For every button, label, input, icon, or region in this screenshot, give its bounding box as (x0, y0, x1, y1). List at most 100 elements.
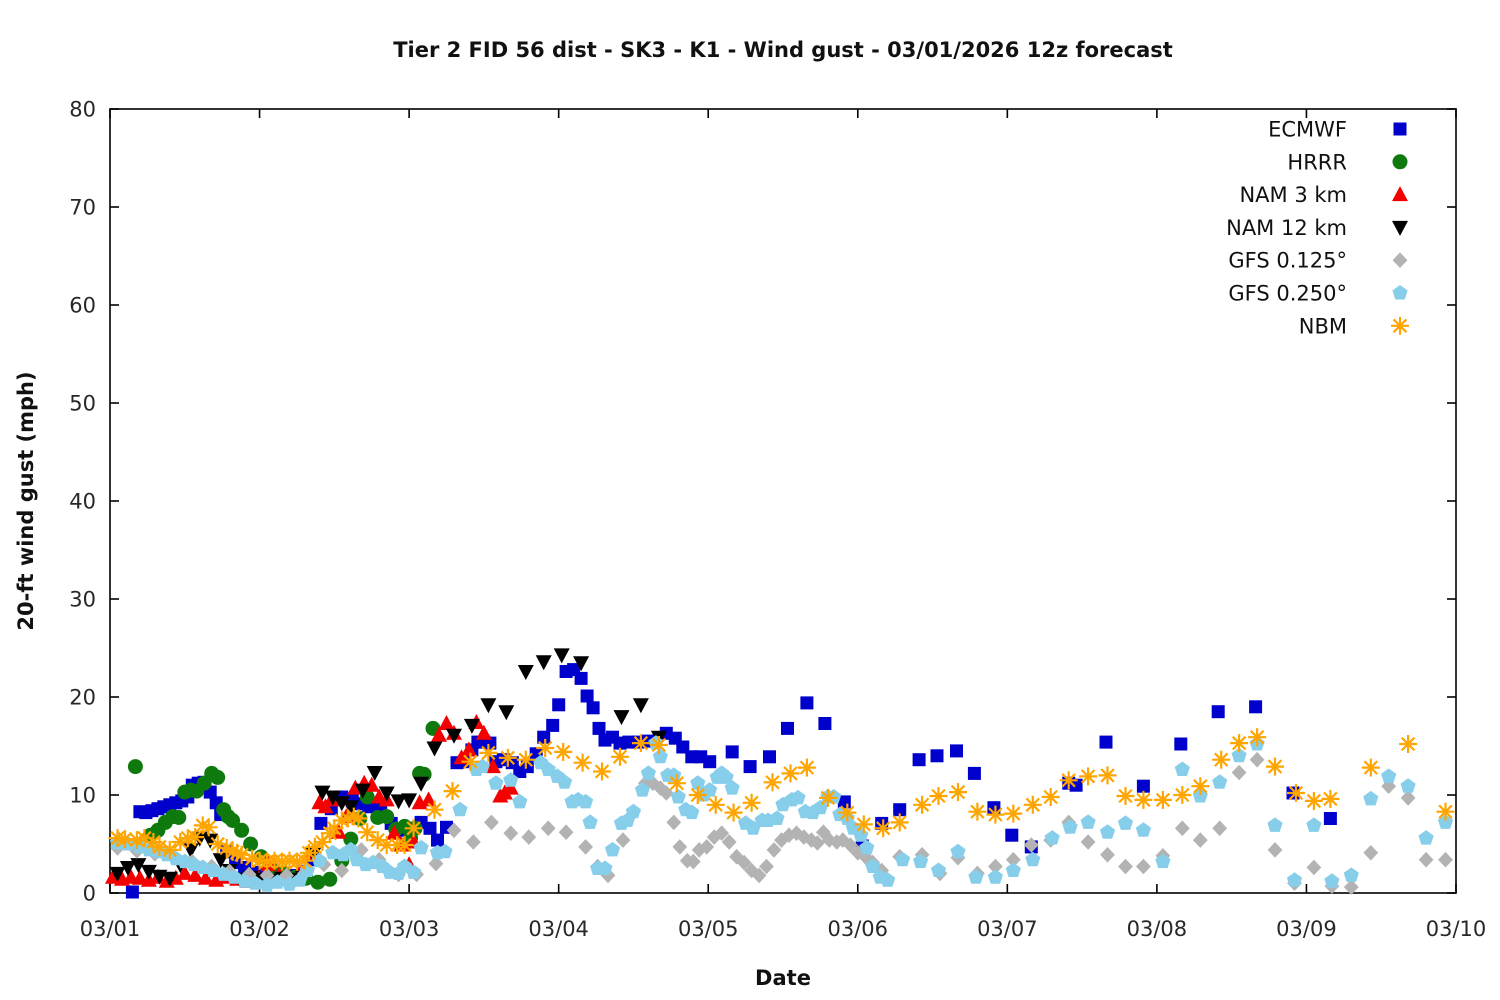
data-point-gfs-0-125 (751, 867, 767, 884)
data-point-gfs-0-250 (1363, 790, 1379, 806)
data-point-nbm (1212, 750, 1231, 769)
data-point-nam-12-km (390, 794, 407, 810)
data-point-nbm (395, 836, 414, 854)
data-point-ecmwf (125, 885, 139, 899)
data-point-ecmwf (574, 671, 588, 685)
legend-marker-circle-icon (1392, 154, 1408, 170)
data-point-nbm (1153, 790, 1172, 809)
data-point-nam-12-km (446, 728, 462, 744)
data-point-gfs-0-125 (835, 832, 851, 848)
data-point-ecmwf (546, 718, 560, 732)
data-point-hrrr (343, 831, 359, 847)
data-point-nbm (1134, 790, 1153, 809)
data-point-hrrr (322, 871, 338, 887)
data-point-gfs-0-125 (1174, 820, 1190, 837)
data-point-nam-12-km (517, 665, 534, 680)
data-point-gfs-0-125 (796, 829, 812, 845)
y-tick-label: 20 (69, 686, 96, 710)
data-point-gfs-0-125 (736, 854, 752, 871)
legend-label: GFS 0.125° (1228, 249, 1347, 273)
data-point-ecmwf (912, 753, 926, 767)
data-point-gfs-0-125 (1100, 847, 1115, 863)
data-point-gfs-0-250 (880, 872, 896, 887)
data-point-gfs-0-250 (1381, 768, 1397, 783)
data-point-gfs-0-125 (1249, 751, 1265, 768)
data-point-nbm (186, 828, 205, 847)
data-point-gfs-0-250 (634, 782, 650, 797)
legend-marker-triangle-down-icon (1392, 220, 1408, 236)
data-point-gfs-0-250 (557, 774, 573, 789)
data-point-gfs-0-250 (913, 853, 929, 869)
data-point-gfs-0-125 (1212, 820, 1228, 837)
data-point-nam-12-km (553, 648, 570, 664)
data-point-nam-12-km (161, 871, 178, 887)
data-point-nbm (171, 833, 190, 851)
data-point-gfs-0-125 (789, 825, 804, 841)
data-point-gfs-0-250 (1044, 830, 1060, 845)
data-point-nbm (1004, 804, 1023, 823)
data-point-nam-12-km (413, 776, 430, 792)
data-point-ecmwf (1136, 779, 1150, 793)
data-point-gfs-0-125 (672, 839, 688, 855)
data-point-nbm (516, 750, 535, 769)
data-point-gfs-0-250 (987, 869, 1003, 884)
data-point-gfs-0-250 (269, 874, 286, 889)
legend-label: NBM (1299, 314, 1347, 338)
data-point-gfs-0-125 (842, 837, 858, 853)
data-point-gfs-0-250 (1286, 872, 1303, 887)
data-point-gfs-0-250 (684, 804, 700, 820)
data-point-gfs-0-125 (615, 832, 631, 848)
legend-marker-triangle-up-icon (1392, 186, 1408, 202)
data-point-ecmwf (818, 717, 832, 730)
data-point-gfs-0-250 (1099, 824, 1116, 839)
data-point-nam-12-km (480, 698, 497, 714)
y-tick-label: 30 (69, 588, 96, 612)
data-point-nbm (667, 774, 686, 793)
data-point-gfs-0-250 (640, 765, 656, 780)
x-tick-label: 03/01 (80, 917, 141, 941)
data-point-nam-12-km (202, 833, 219, 849)
data-point-nbm (573, 753, 592, 772)
data-point-nbm (404, 819, 423, 838)
data-point-gfs-0-250 (950, 843, 966, 859)
data-point-nam-3-km (386, 824, 403, 840)
data-point-gfs-0-125 (1418, 851, 1434, 868)
data-point-nbm (854, 815, 873, 834)
data-point-gfs-0-250 (1212, 774, 1228, 789)
y-tick-label: 80 (69, 98, 96, 122)
data-point-nbm (349, 809, 368, 828)
data-point-hrrr (127, 759, 143, 775)
data-point-gfs-0-250 (1192, 788, 1208, 803)
data-point-gfs-0-250 (343, 841, 359, 857)
data-point-gfs-0-125 (466, 834, 481, 850)
data-point-gfs-0-125 (1136, 858, 1151, 875)
data-point-nbm (160, 840, 179, 859)
data-point-ecmwf (1249, 700, 1263, 714)
data-point-ecmwf (1099, 735, 1113, 749)
x-tick-label: 03/06 (828, 917, 889, 941)
data-points-layer (105, 648, 1455, 899)
data-point-gfs-0-250 (1062, 819, 1078, 834)
data-point-ecmwf (1174, 737, 1188, 751)
data-point-nam-12-km (498, 705, 515, 721)
data-point-nbm (1361, 758, 1380, 777)
y-tick-label: 70 (69, 196, 96, 220)
data-point-gfs-0-125 (1023, 837, 1039, 853)
data-point-gfs-0-250 (311, 852, 327, 868)
data-point-gfs-0-125 (653, 780, 668, 796)
data-point-gfs-0-125 (988, 858, 1003, 875)
x-tick-label: 03/04 (528, 917, 589, 941)
data-point-ecmwf (552, 698, 566, 712)
legend-marker-asterisk-icon (1391, 316, 1409, 335)
data-point-gfs-0-250 (512, 793, 528, 809)
data-point-gfs-0-250 (968, 869, 984, 884)
data-point-nbm (706, 795, 725, 814)
x-tick-label: 03/08 (1127, 917, 1188, 941)
data-point-gfs-0-125 (1192, 832, 1208, 848)
data-point-nam-12-km (109, 866, 126, 882)
legend-label: NAM 12 km (1226, 216, 1347, 240)
data-point-nbm (425, 800, 444, 819)
data-point-gfs-0-125 (1231, 764, 1247, 781)
data-point-nam-3-km (438, 715, 455, 730)
data-point-gfs-0-250 (930, 862, 947, 877)
